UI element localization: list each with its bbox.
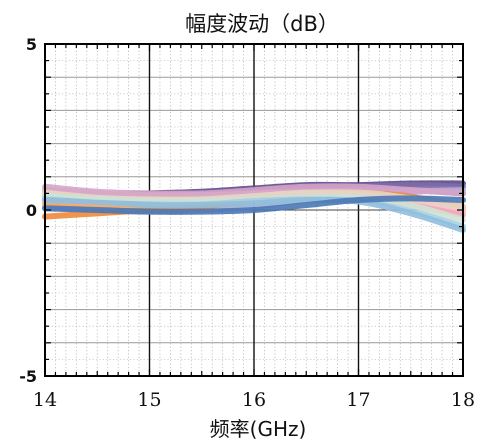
y-tick-label: 0	[26, 201, 37, 220]
x-tick-label: 18	[451, 389, 475, 411]
series-line-13	[42, 195, 466, 215]
x-tick-label: 17	[346, 389, 370, 411]
x-tick-label: 16	[242, 389, 266, 411]
series-layer	[42, 180, 466, 233]
series-line-10	[42, 196, 466, 233]
y-tick-labels: -5 0 5	[19, 35, 37, 386]
y-tick-label: -5	[19, 367, 37, 386]
x-tick-label: 14	[33, 389, 57, 411]
x-tick-label: 15	[137, 389, 161, 411]
x-tick-labels: 14 15 16 17 18	[33, 389, 475, 411]
y-tick-label: 5	[26, 35, 37, 54]
axis-ticks	[44, 43, 464, 377]
chart-title: 幅度波动（dB）	[185, 12, 339, 36]
x-axis-label: 频率(GHz)	[210, 417, 307, 441]
series-line-14	[42, 183, 466, 197]
